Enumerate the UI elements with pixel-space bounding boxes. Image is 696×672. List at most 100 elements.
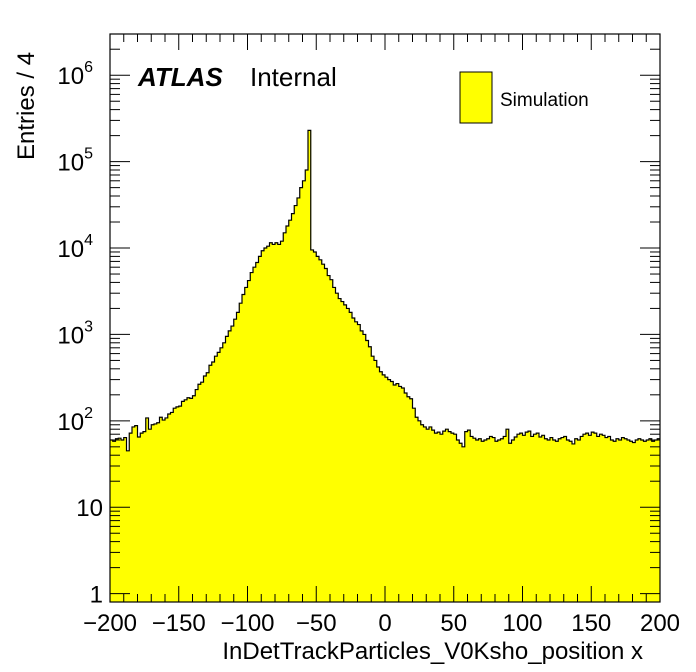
x-axis-label: InDetTrackParticles_V0Ksho_position x: [222, 638, 643, 665]
histogram-bin: [574, 438, 578, 602]
histogram-bin: [286, 225, 290, 602]
histogram-bin: [621, 437, 625, 602]
histogram-bin: [572, 443, 576, 602]
histogram-bin: [261, 250, 265, 603]
histogram-bin: [451, 433, 455, 602]
histogram-bin: [423, 426, 427, 602]
histogram-bin: [651, 441, 655, 602]
histogram-bin: [341, 301, 345, 602]
histogram-bin: [519, 433, 523, 602]
histogram-bin: [162, 420, 166, 602]
histogram-bin: [363, 334, 367, 602]
y-tick-label: 1: [90, 582, 103, 609]
histogram-bin: [167, 413, 171, 602]
histogram-bin: [434, 433, 438, 602]
histogram-bin: [484, 439, 488, 602]
histogram-bin: [486, 438, 490, 602]
histogram-bin: [555, 441, 559, 602]
histogram-bin: [407, 396, 411, 602]
histogram-bin: [217, 352, 221, 602]
histogram-bin: [277, 244, 281, 603]
histogram-bin: [253, 267, 257, 602]
x-tick-label: −100: [220, 610, 274, 637]
histogram-bin: [539, 436, 543, 602]
histogram-bin: [264, 248, 268, 603]
histogram-bin: [269, 242, 273, 603]
histogram-bin: [462, 446, 466, 602]
histogram-bin: [583, 434, 587, 602]
histogram-bin: [508, 443, 512, 602]
y-tick-label: 10: [76, 495, 103, 522]
histogram-bin: [338, 298, 342, 602]
x-tick-label: −50: [296, 610, 337, 637]
histogram-bin: [195, 389, 199, 602]
histogram-bin: [332, 287, 336, 602]
histogram-bin: [500, 438, 504, 602]
histogram-bin: [610, 439, 614, 602]
internal-label: Internal: [250, 62, 337, 92]
histogram-bin: [134, 425, 138, 602]
histogram-bin: [211, 361, 215, 602]
histogram-bin: [558, 438, 562, 602]
histogram-bin: [495, 441, 499, 602]
histogram-bin: [121, 439, 125, 602]
histogram-bin: [440, 434, 444, 602]
histogram-bin: [247, 280, 251, 602]
histogram-bin: [464, 431, 468, 602]
histogram-bin: [266, 246, 270, 602]
histogram-bin: [222, 342, 226, 602]
histogram-bin: [511, 439, 515, 602]
histogram-bin: [236, 312, 240, 602]
histogram-bin: [308, 130, 312, 603]
histogram-bin: [536, 433, 540, 602]
x-tick-label: 150: [571, 610, 611, 637]
histogram-bin: [280, 241, 284, 603]
histogram-bin: [643, 441, 647, 602]
histogram-bin: [148, 429, 152, 602]
histogram-bin: [629, 441, 633, 602]
histogram-bin: [426, 429, 430, 602]
histogram-bin: [442, 431, 446, 602]
histogram-bin: [374, 360, 378, 602]
histogram-bin: [357, 324, 361, 602]
histogram-bin: [233, 319, 237, 602]
histogram-bin: [456, 439, 460, 602]
histogram-bin: [209, 365, 213, 602]
histogram-bin: [316, 256, 320, 602]
x-tick-label: 100: [502, 610, 542, 637]
histogram-bin: [203, 376, 207, 602]
histogram-bin: [140, 433, 144, 602]
histogram-bin: [118, 438, 122, 602]
histogram-bin: [445, 429, 449, 602]
histogram-bin: [231, 326, 235, 602]
histogram-bin: [448, 431, 452, 602]
histogram-bin: [305, 169, 309, 602]
histogram-bin: [599, 434, 603, 602]
histogram-bin: [437, 432, 441, 602]
histogram-bin: [412, 408, 416, 602]
histogram-bin: [352, 317, 356, 602]
x-tick-label: 50: [440, 610, 467, 637]
histogram-bin: [376, 366, 380, 602]
histogram-bin: [550, 437, 554, 602]
histogram-bin: [566, 439, 570, 602]
histogram-bin: [415, 417, 419, 602]
histogram-bin: [275, 242, 279, 603]
histogram-bin: [184, 399, 188, 602]
histogram-bin: [528, 431, 532, 602]
histogram-bin: [638, 438, 642, 602]
histogram-bin: [154, 423, 158, 602]
histogram-bin: [632, 442, 636, 602]
y-tick-label: 104: [57, 232, 93, 263]
y-axis-label: Entries / 4: [13, 52, 40, 160]
histogram-bin: [607, 436, 611, 602]
histogram-bin: [189, 398, 193, 602]
histogram-layer: [110, 129, 661, 603]
histogram-bin: [387, 379, 391, 602]
histogram-bin: [544, 438, 548, 602]
histogram-bin: [343, 304, 347, 602]
histogram-bin: [297, 197, 301, 603]
histogram-bin: [181, 401, 185, 602]
histogram-bin: [618, 439, 622, 602]
histogram-bin: [365, 340, 369, 602]
